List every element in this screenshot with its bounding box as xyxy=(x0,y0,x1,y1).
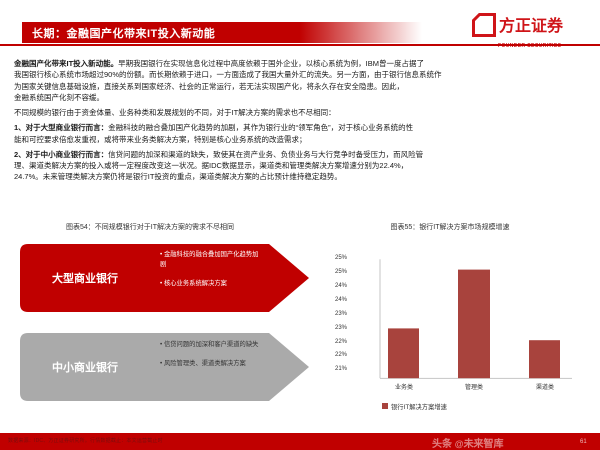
svg-text:方正证券: 方正证券 xyxy=(499,16,564,35)
